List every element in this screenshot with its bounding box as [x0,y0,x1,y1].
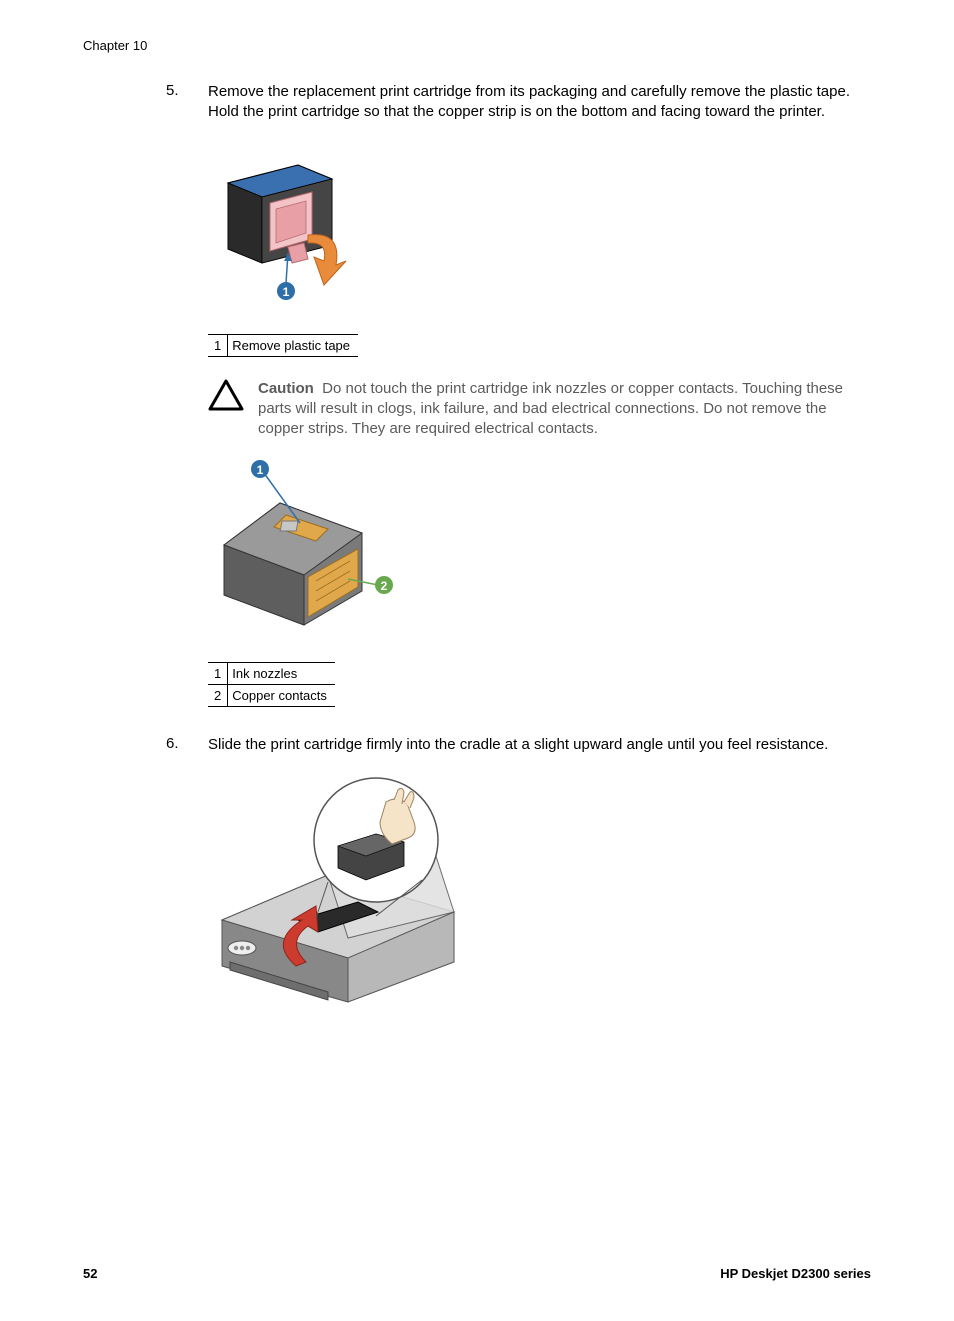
step-5-number: 5. [166,82,208,123]
legend1-row-1: 1 Remove plastic tape [208,334,358,356]
page-number: 52 [83,1266,97,1281]
figure-nozzles-contacts: 1 2 1 Ink nozzles 2 Copper contacts [208,453,876,707]
caution-body: Do not touch the print cartridge ink noz… [258,380,843,438]
cartridge-tape-illustration: 1 [208,135,368,315]
svg-text:1: 1 [257,463,264,477]
caution-block: Caution Do not touch the print cartridge… [208,379,876,440]
step-6-text: Slide the print cartridge firmly into th… [208,735,828,755]
step-5-text: Remove the replacement print cartridge f… [208,82,876,123]
legend2-label-2: Copper contacts [228,685,335,707]
legend2-label-1: Ink nozzles [228,663,335,685]
legend1-num-1: 1 [208,334,228,356]
legend2-num-2: 2 [208,685,228,707]
figure-remove-tape: 1 1 Remove plastic tape [208,135,876,357]
caution-label: Caution [258,380,314,397]
caution-text: Caution Do not touch the print cartridge… [258,379,876,440]
step-6-number: 6. [166,735,208,755]
caution-icon [208,379,244,413]
legend-table-2: 1 Ink nozzles 2 Copper contacts [208,662,335,707]
svg-text:2: 2 [381,579,388,593]
insert-illustration [208,770,468,1010]
step-5: 5. Remove the replacement print cartridg… [166,82,876,123]
chapter-header: Chapter 10 [83,38,147,53]
cartridge-nozzle-illustration: 1 2 [208,453,398,643]
product-name: HP Deskjet D2300 series [720,1266,871,1281]
legend2-num-1: 1 [208,663,228,685]
legend-table-1: 1 Remove plastic tape [208,334,358,357]
legend2-row-1: 1 Ink nozzles [208,663,335,685]
step-6: 6. Slide the print cartridge firmly into… [166,735,876,755]
page-content: 5. Remove the replacement print cartridg… [166,82,876,1010]
page-footer: 52 HP Deskjet D2300 series [83,1266,871,1281]
svg-text:1: 1 [283,285,290,299]
legend2-row-2: 2 Copper contacts [208,685,335,707]
figure-insert-cartridge [208,770,876,1010]
legend1-label-1: Remove plastic tape [228,334,358,356]
